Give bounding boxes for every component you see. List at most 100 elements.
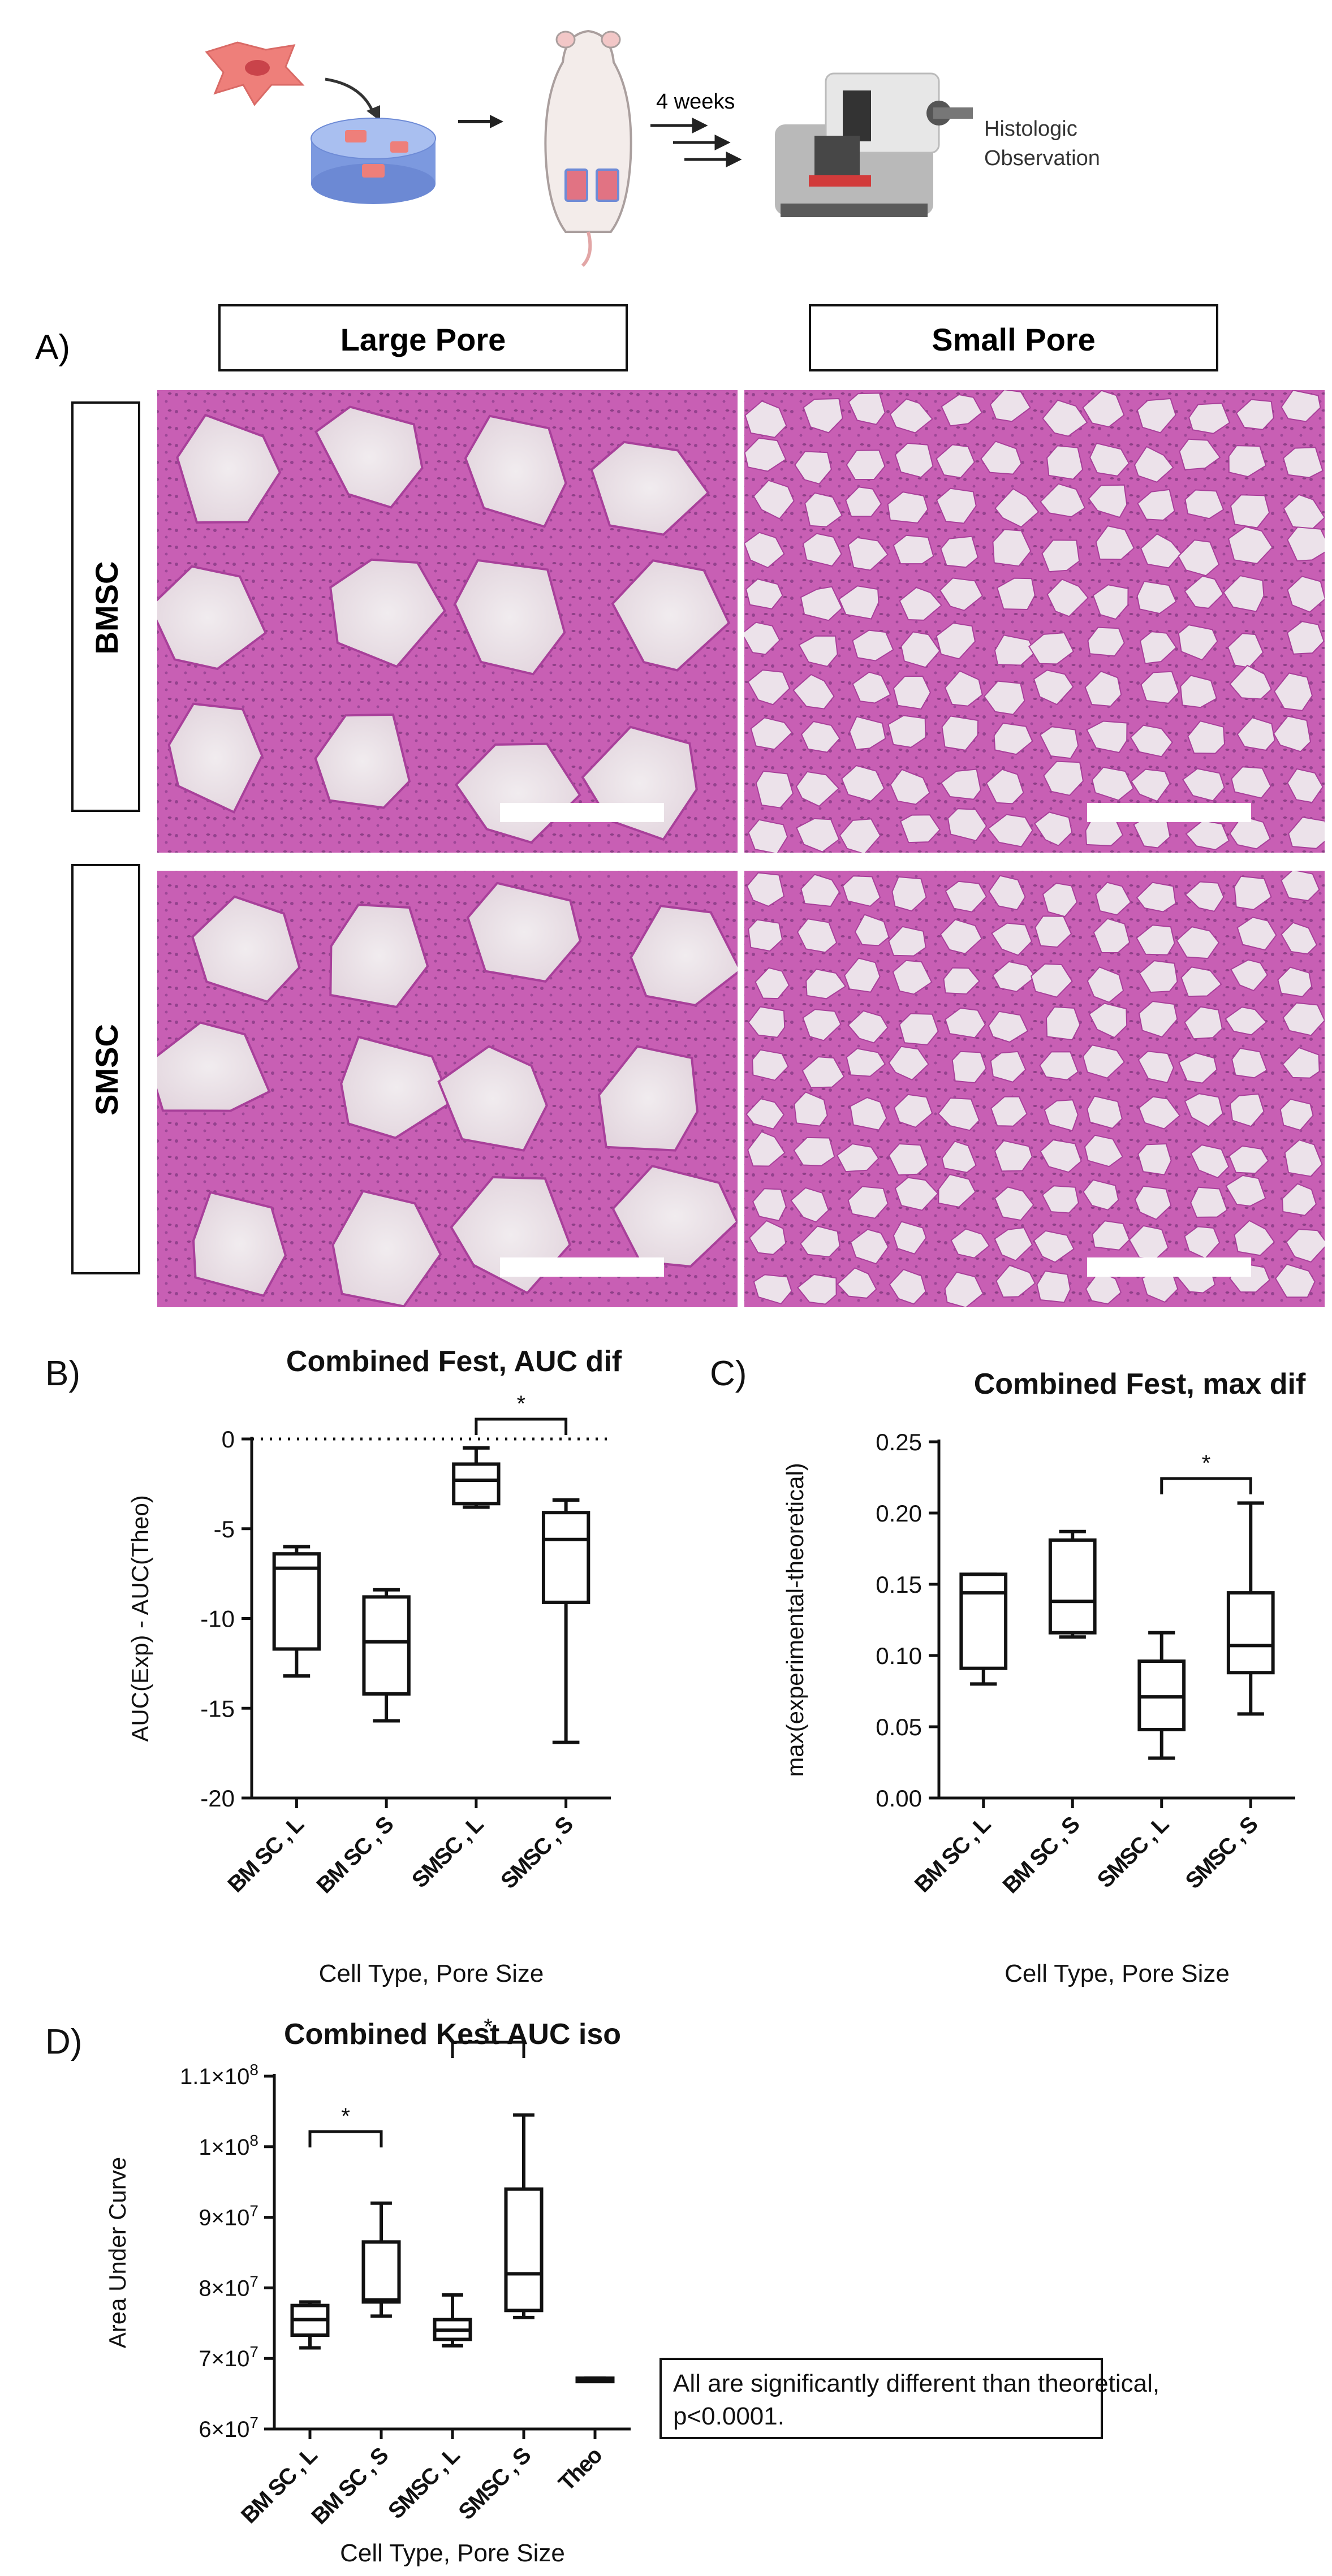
- scaffold-pore: [748, 1006, 786, 1038]
- scaffold-pore: [1140, 671, 1180, 704]
- scaffold-pore: [1178, 1052, 1218, 1084]
- significance-note-box: [659, 2358, 1103, 2439]
- panel-a-letter: A): [35, 328, 70, 367]
- x-axis-label: Cell Type, Pore Size: [340, 2539, 565, 2567]
- scaffold-pore: [801, 1056, 845, 1088]
- significance-star: *: [1202, 1451, 1211, 1476]
- scaffold-pore: [746, 872, 785, 907]
- scaffold-pore: [1130, 724, 1174, 758]
- scaffold-pore: [1281, 922, 1318, 955]
- micrograph-bmsc-small-pore: [744, 390, 1325, 853]
- scaffold-pore: [1236, 717, 1275, 751]
- bmsc-row-header: BMSC: [89, 561, 124, 655]
- y-tick-label: 7×107: [199, 2343, 258, 2371]
- scaffold-pore: [1136, 581, 1177, 615]
- scaffold-pore: [990, 922, 1033, 956]
- scaffold-pore: [1082, 1044, 1126, 1079]
- y-axis-label: max(experimental-theoretical): [782, 1463, 808, 1777]
- scaffold-pore: [745, 1098, 785, 1130]
- scaffold-pore: [1088, 1002, 1128, 1039]
- scaffold-pore: [1133, 446, 1174, 483]
- scaffold-pore: [1085, 1270, 1122, 1305]
- scaffold-pore: [800, 586, 843, 621]
- scaffold-pore: [1033, 1230, 1075, 1263]
- x-tick-label: BM SC , S: [307, 2443, 393, 2529]
- scaffold-pore: [1082, 390, 1125, 428]
- scaffold-pore: [893, 1221, 927, 1255]
- scaffold-pore: [1093, 918, 1131, 954]
- scaffold-pore: [899, 814, 941, 844]
- scaffold-pore: [803, 397, 843, 434]
- scaffold-pore: [611, 1164, 738, 1268]
- smsc-row-header: SMSC: [89, 1024, 124, 1116]
- scaffold-pore: [1137, 489, 1175, 521]
- scaffold-pore: [1036, 1270, 1071, 1303]
- y-axis-label: AUC(Exp) - AUC(Theo): [127, 1495, 153, 1741]
- scaffold-pore: [805, 969, 847, 1000]
- mouse-icon: [544, 29, 632, 267]
- scaffold-pore: [167, 702, 264, 814]
- scaffold-pore: [842, 875, 881, 907]
- scaffold-pore: [888, 1045, 929, 1081]
- scaffold-pore: [1046, 578, 1089, 617]
- large-pore-header: Large Pore: [340, 322, 506, 357]
- y-tick-label: 0: [222, 1426, 235, 1453]
- scaffold-pore: [1223, 575, 1265, 612]
- scaffold-pore: [745, 578, 783, 610]
- scaffold-pore: [1231, 766, 1271, 799]
- scaffold-pore: [1136, 924, 1175, 956]
- iqr-box: [1226, 1591, 1275, 1675]
- significance-note-line-2: p<0.0001.: [673, 2402, 784, 2430]
- scaffold-pore: [945, 880, 988, 913]
- scaffold-pore: [1287, 576, 1325, 613]
- scaffold-pore: [753, 1274, 792, 1305]
- scaffold-pore: [466, 881, 582, 983]
- scaffold-pore: [990, 1051, 1027, 1083]
- significance-star: *: [484, 2015, 493, 2039]
- scaffold-pore: [802, 1009, 842, 1041]
- scaffold-pore: [893, 1093, 933, 1128]
- scaffold-pore: [1273, 672, 1313, 711]
- iqr-box: [362, 1595, 411, 1696]
- observation-label-line-2: Observation: [984, 146, 1100, 170]
- y-tick-label: 0.05: [876, 1714, 922, 1740]
- panel-b-letter: B): [45, 1354, 80, 1393]
- x-tick-label: SMSC , L: [1093, 1812, 1174, 1892]
- y-tick-label: 0.25: [876, 1429, 922, 1455]
- scaffold-pore: [899, 586, 942, 621]
- scaffold-pore: [846, 1048, 886, 1077]
- scaffold-pore: [793, 1136, 835, 1166]
- scaffold-pore: [1274, 1263, 1316, 1298]
- scaffold-pore: [329, 558, 446, 668]
- scaffold-pore: [1130, 768, 1171, 802]
- x-tick-label: BM SC , S: [998, 1812, 1085, 1898]
- scaffold-pore: [1084, 671, 1122, 707]
- scaffold-pore: [1225, 1174, 1266, 1207]
- scaffold-pore: [1188, 403, 1231, 434]
- scaffold-pore: [988, 875, 1026, 911]
- x-tick-label: SMSC , L: [407, 1812, 488, 1892]
- scaffold-pore: [1045, 1006, 1081, 1041]
- scaffold-pore: [790, 1187, 829, 1223]
- scaffold-pore: [891, 876, 927, 912]
- y-tick-label: -15: [200, 1695, 235, 1722]
- scaffold-pore: [837, 1267, 877, 1299]
- scaffold-pore: [1228, 445, 1267, 478]
- scaffold-pore: [1281, 871, 1320, 902]
- scaffold-pore: [1178, 624, 1218, 661]
- scaffold-pore: [939, 919, 982, 954]
- scaffold-pore: [844, 957, 881, 993]
- scaffold-pore: [1229, 664, 1273, 700]
- y-axis-label: Area Under Curve: [104, 2157, 131, 2348]
- scaffold-pore: [852, 629, 894, 662]
- y-tick-label: 9×107: [199, 2202, 258, 2231]
- scaffold-pore: [752, 1188, 787, 1222]
- box-2: [1048, 1529, 1097, 1639]
- scaffold-pore: [1184, 1093, 1223, 1127]
- scaffold-pore: [1187, 720, 1226, 754]
- y-tick-label: 8×107: [199, 2272, 258, 2301]
- scaffold-pore: [1040, 1139, 1082, 1173]
- scaffold-pore: [850, 1096, 887, 1131]
- scaffold-pore: [980, 440, 1022, 475]
- scaffold-pore: [796, 918, 838, 953]
